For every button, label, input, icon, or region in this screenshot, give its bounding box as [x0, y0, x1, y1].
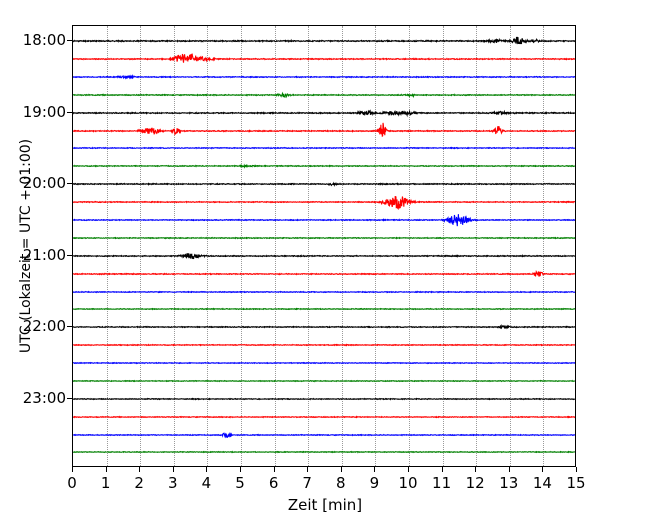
y-tick-label: 23:00 [22, 388, 66, 407]
grid-line-vertical [106, 26, 108, 466]
x-tick-label: 8 [336, 474, 346, 492]
grid-line-vertical [274, 26, 276, 466]
seismic-trace [73, 131, 575, 165]
seismic-trace [73, 96, 575, 130]
x-tick-mark [72, 467, 73, 472]
x-tick-label: 6 [268, 474, 279, 492]
seismic-trace [73, 42, 575, 76]
x-tick-mark [273, 467, 275, 472]
y-tick-mark [67, 254, 72, 256]
grid-line-vertical [173, 26, 175, 466]
grid-line-vertical [476, 26, 478, 466]
grid-line-vertical [308, 26, 310, 466]
grid-line-vertical [543, 26, 545, 466]
y-tick-mark [67, 183, 72, 185]
seismic-trace [73, 221, 575, 255]
plot-area [72, 25, 576, 467]
seismic-trace [73, 167, 575, 201]
y-tick-label: 22:00 [22, 317, 66, 336]
x-tick-label: 3 [168, 474, 178, 492]
seismic-trace [73, 328, 575, 362]
grid-line-vertical [207, 26, 209, 466]
seismic-trace [73, 78, 575, 112]
grid-line-vertical [509, 26, 511, 466]
seismic-trace [73, 382, 575, 416]
x-tick-mark [139, 467, 141, 472]
x-tick-label: 13 [499, 474, 519, 492]
x-tick-label: 11 [432, 474, 452, 492]
grid-line-vertical [241, 26, 242, 466]
seismic-trace [73, 310, 575, 344]
x-tick-label: 1 [100, 474, 111, 492]
seismic-trace [73, 364, 575, 398]
seismic-trace [73, 292, 575, 326]
y-tick-label: 19:00 [22, 102, 66, 121]
x-tick-label: 9 [369, 474, 380, 492]
x-tick-mark [475, 467, 477, 472]
y-tick-label: 20:00 [22, 174, 66, 193]
x-tick-label: 2 [134, 474, 144, 492]
x-tick-mark [542, 467, 544, 472]
x-tick-mark [374, 467, 376, 472]
x-tick-mark [576, 467, 577, 472]
x-tick-mark [508, 467, 510, 472]
grid-line-vertical [375, 26, 377, 466]
seismic-trace [73, 435, 575, 467]
seismic-trace [73, 25, 575, 58]
x-tick-label: 15 [566, 474, 586, 492]
grid-line-vertical [140, 26, 142, 466]
x-tick-label: 5 [235, 474, 245, 492]
grid-line-vertical [442, 26, 444, 466]
y-tick-label: 18:00 [22, 31, 66, 50]
x-tick-mark [441, 467, 443, 472]
y-tick-mark [67, 40, 72, 42]
x-tick-label: 12 [465, 474, 485, 492]
x-tick-mark [105, 467, 107, 472]
seismic-trace [73, 203, 575, 237]
seismic-trace [73, 275, 575, 309]
x-tick-mark [408, 467, 409, 472]
seismic-trace [73, 418, 575, 452]
y-tick-mark [67, 111, 72, 113]
seismic-trace [73, 400, 575, 434]
x-tick-label: 4 [201, 474, 212, 492]
seismic-trace [73, 239, 575, 273]
seismic-trace [73, 60, 575, 94]
seismic-trace [73, 114, 575, 148]
x-tick-mark [172, 467, 174, 472]
x-axis-label: Zeit [min] [287, 496, 363, 514]
x-tick-label: 7 [302, 474, 312, 492]
x-tick-mark [340, 467, 342, 472]
grid-line-vertical [341, 26, 343, 466]
seismic-trace [73, 346, 575, 380]
x-tick-mark [206, 467, 208, 472]
x-tick-mark [307, 467, 309, 472]
y-tick-mark [67, 397, 72, 399]
x-tick-label: 14 [532, 474, 552, 492]
grid-line-vertical [409, 26, 410, 466]
x-tick-label: 10 [398, 474, 418, 492]
x-tick-mark [240, 467, 241, 472]
seismic-trace [73, 149, 575, 183]
x-tick-label: 0 [67, 474, 77, 492]
y-axis-label: UTC (Lokalzeit = UTC + 01:00) [18, 138, 34, 354]
seismic-trace [73, 257, 575, 291]
seismic-trace [73, 185, 575, 219]
y-tick-mark [67, 326, 72, 328]
y-tick-label: 21:00 [22, 245, 66, 264]
